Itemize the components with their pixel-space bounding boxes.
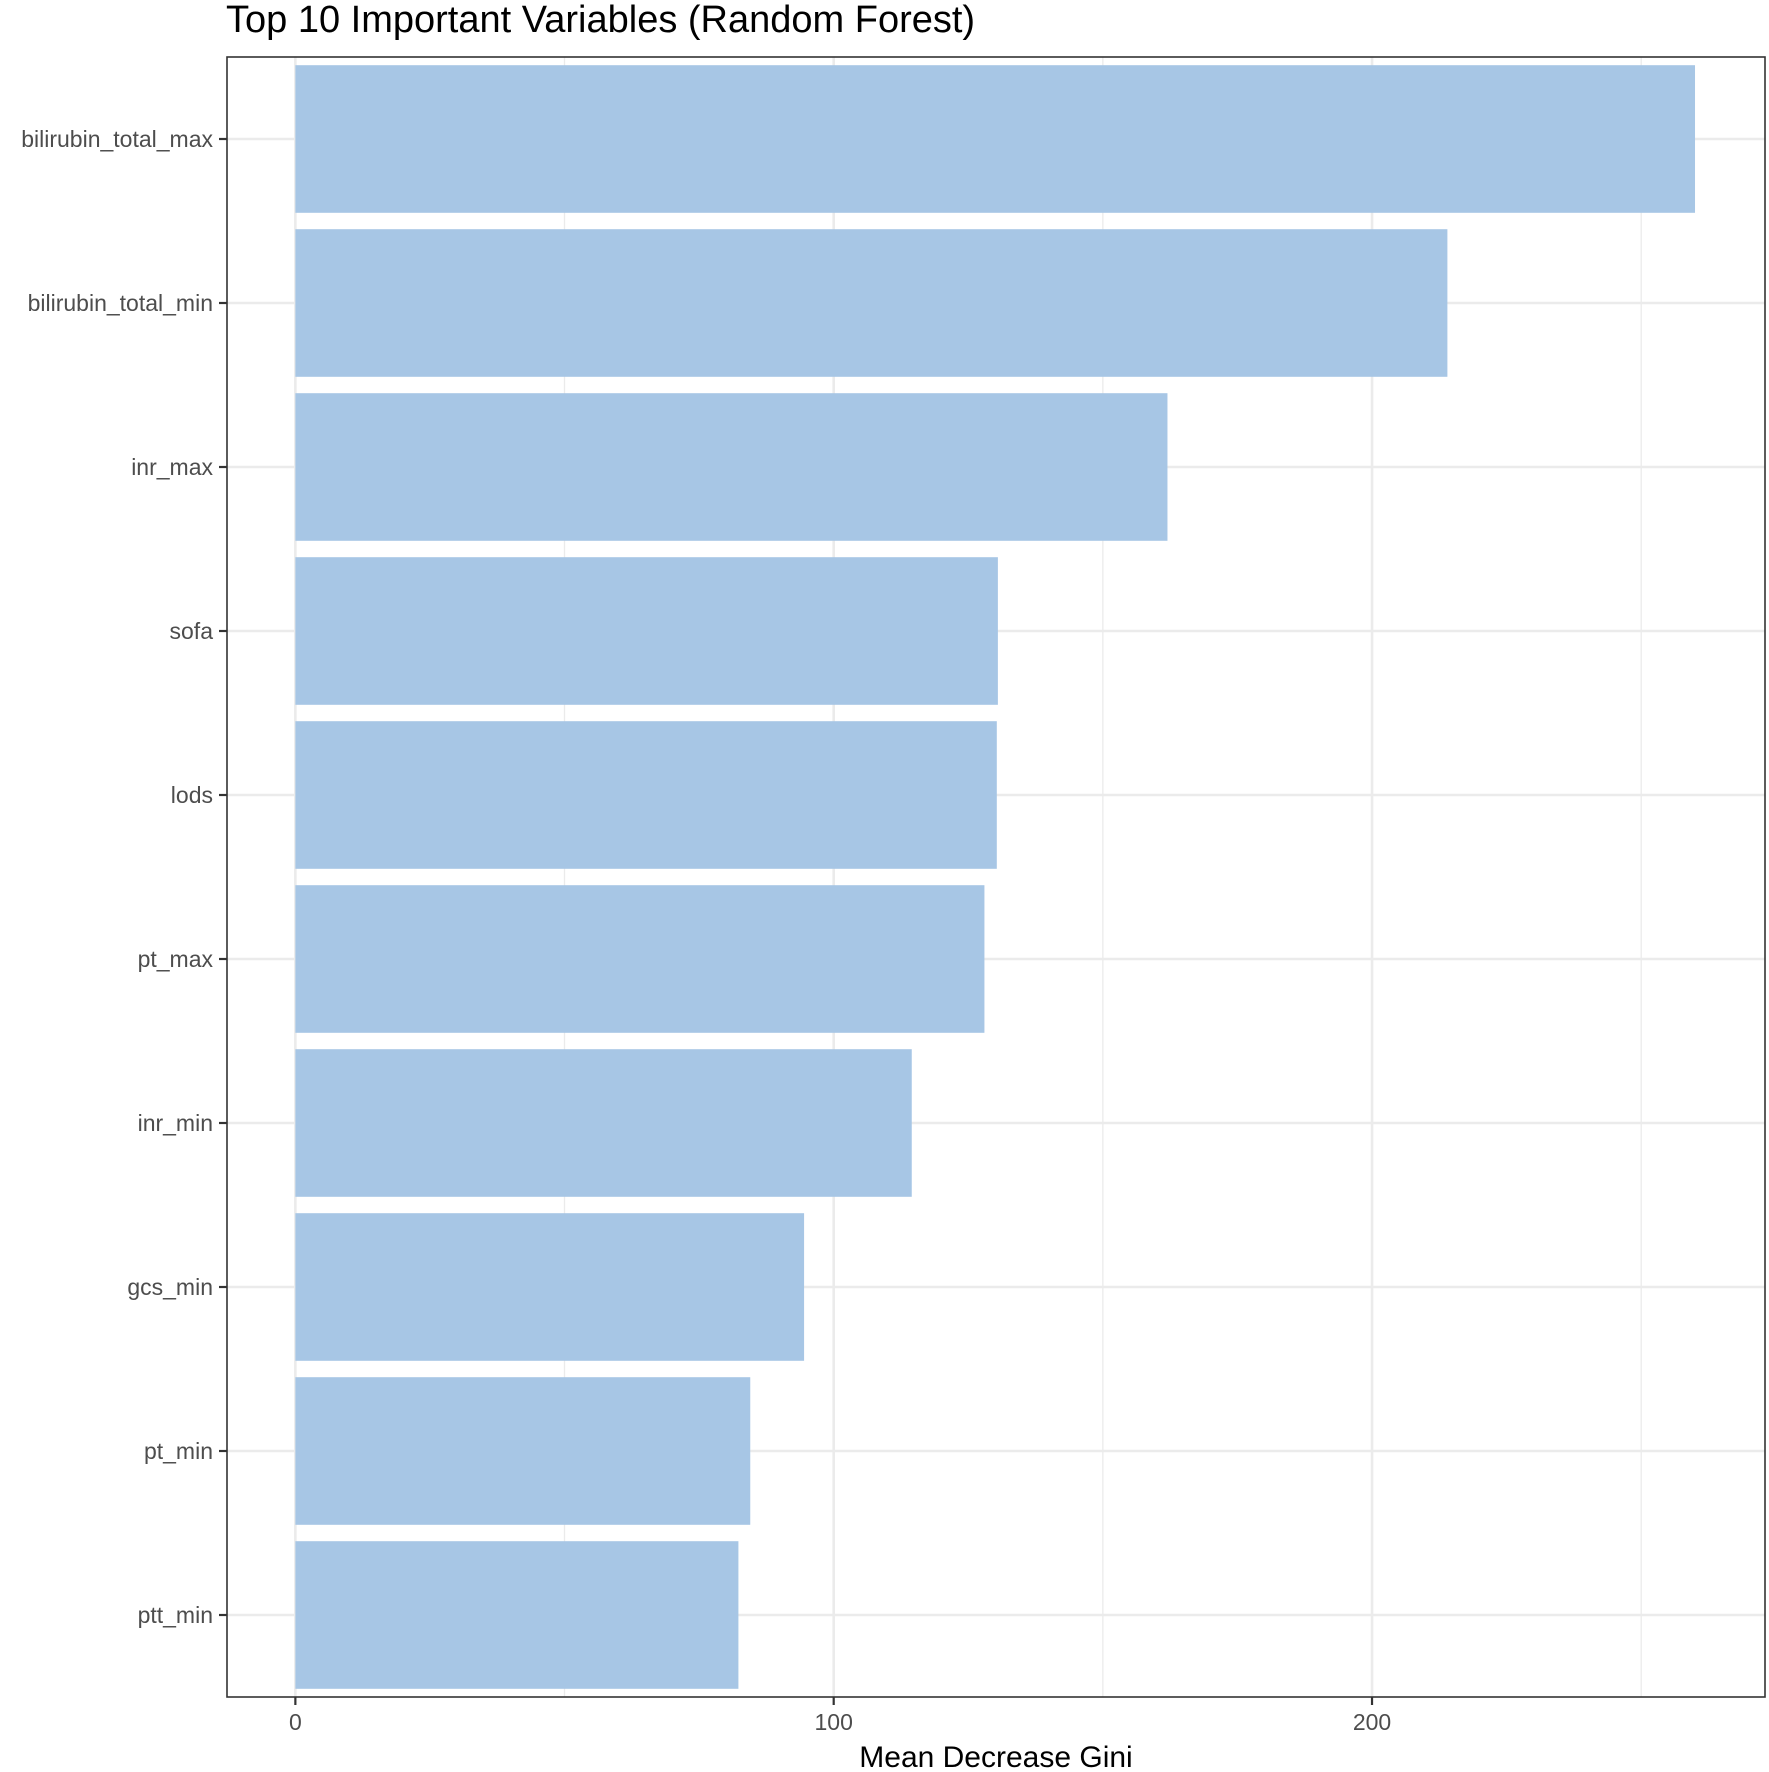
bar-lods [295, 721, 997, 869]
bar-pt_max [295, 885, 985, 1033]
y-tick-label: pt_max [138, 946, 214, 972]
bar-gcs_min [295, 1213, 805, 1361]
x-axis: 0 100 200 [289, 1697, 1391, 1735]
bar-sofa [295, 557, 998, 705]
y-tick-label: sofa [170, 618, 214, 644]
bar-inr_min [295, 1049, 912, 1197]
x-axis-title: Mean Decrease Gini [859, 1741, 1132, 1772]
y-tick-label: bilirubin_total_min [28, 290, 213, 316]
y-tick-label: gcs_min [127, 1274, 213, 1300]
x-tick-label: 200 [1353, 1709, 1391, 1735]
x-tick-label: 100 [815, 1709, 853, 1735]
y-tick-label: pt_min [144, 1438, 213, 1464]
bar-ptt_min [295, 1541, 739, 1689]
y-tick-label: lods [171, 782, 213, 808]
bar-bilirubin_total_max [295, 65, 1696, 213]
bar-pt_min [295, 1377, 751, 1525]
bars [295, 65, 1696, 1689]
bar-inr_max [295, 393, 1168, 541]
chart-title: Top 10 Important Variables (Random Fores… [226, 0, 975, 41]
y-tick-label: inr_max [131, 454, 213, 480]
y-tick-label: inr_min [138, 1110, 213, 1136]
x-tick-label: 0 [289, 1709, 302, 1735]
y-tick-label: bilirubin_total_max [21, 126, 213, 152]
y-axis: bilirubin_total_max bilirubin_total_minin… [21, 126, 227, 1628]
plot-panel-border [226, 56, 1766, 1698]
y-tick-label: ptt_min [138, 1602, 213, 1628]
bar-bilirubin_total_min [295, 229, 1448, 377]
